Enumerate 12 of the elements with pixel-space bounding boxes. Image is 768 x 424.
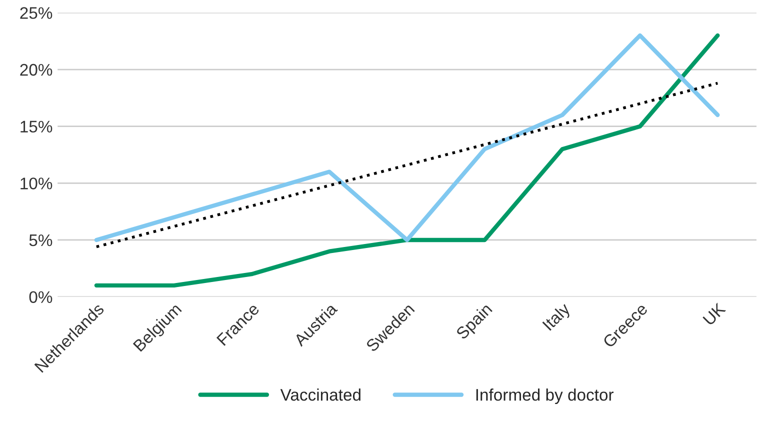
- legend-label: Informed by doctor: [476, 388, 614, 404]
- y-tick-label: 0%: [29, 291, 52, 304]
- y-tick-label: 15%: [20, 120, 52, 133]
- x-tick-label: UK: [702, 302, 726, 326]
- y-tick-label: 25%: [20, 7, 52, 19]
- line-series: [94, 33, 720, 242]
- line-series: [94, 33, 720, 288]
- y-tick-label: 10%: [20, 178, 52, 190]
- x-tick-label: Italy: [542, 302, 574, 334]
- y-tick-label: 20%: [20, 64, 52, 76]
- y-tick-label: 5%: [29, 234, 52, 246]
- legend-label: Vaccinated: [280, 388, 360, 401]
